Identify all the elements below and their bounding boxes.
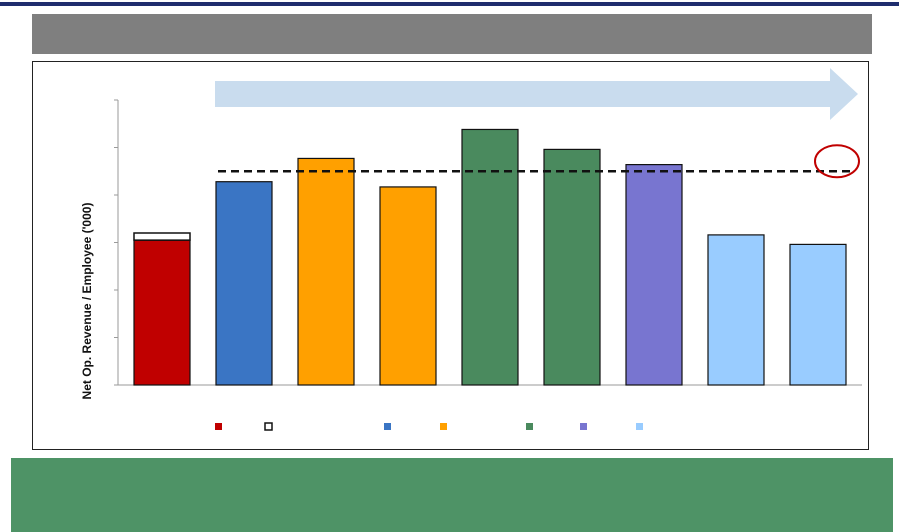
bar-4 [461, 128, 519, 386]
legend-swatch-4 [526, 423, 533, 430]
legend-swatch-2 [384, 423, 391, 430]
footer-band [11, 458, 893, 532]
bar-8 [789, 243, 847, 386]
bar-0 [133, 239, 191, 386]
legend-swatch-1 [264, 422, 273, 431]
top-rule [0, 2, 899, 6]
bar-0-extra [133, 232, 191, 241]
bar-6 [625, 164, 683, 386]
legend-swatch-3 [440, 423, 447, 430]
legend-swatch-5 [580, 423, 587, 430]
highlight-circle [814, 144, 860, 179]
direction-arrow [215, 68, 858, 120]
bar-5 [543, 148, 601, 386]
title-bar [32, 14, 872, 54]
legend-swatch-6 [636, 423, 643, 430]
bar-3 [379, 186, 437, 386]
bar-1 [215, 181, 273, 386]
bar-2 [297, 157, 355, 386]
bar-7 [707, 234, 765, 386]
legend-swatch-0 [215, 423, 222, 430]
